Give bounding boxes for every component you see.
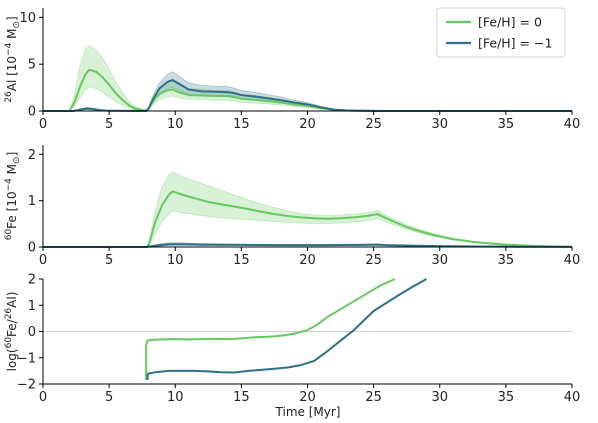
- y-tick-label: 1: [28, 299, 36, 314]
- x-tick-label: 30: [431, 390, 448, 405]
- x-tick-label: 25: [365, 390, 382, 405]
- x-tick-label: 0: [39, 117, 47, 132]
- x-tick-label: 0: [39, 253, 47, 268]
- x-tick-label: 5: [105, 253, 113, 268]
- x-tick-label: 25: [365, 117, 382, 132]
- x-tick-label: 20: [299, 117, 316, 132]
- x-tick-label: 30: [431, 253, 448, 268]
- y-tick-label: 0: [28, 105, 36, 120]
- line-subsolar: [43, 79, 572, 112]
- x-tick-label: 20: [299, 253, 316, 268]
- x-tick-label: 10: [167, 390, 184, 405]
- y-tick-label: −2: [17, 378, 36, 393]
- y-tick-label: 0: [28, 241, 36, 256]
- x-tick-label: 40: [564, 390, 581, 405]
- x-tick-label: 10: [167, 253, 184, 268]
- x-tick-label: 30: [431, 117, 448, 132]
- legend-label: [Fe/H] = −1: [478, 36, 552, 51]
- legend-label: [Fe/H] = 0: [478, 15, 542, 30]
- x-tick-label: 10: [167, 117, 184, 132]
- x-tick-label: 15: [233, 390, 250, 405]
- line-subsolar: [146, 278, 428, 381]
- x-tick-label: 35: [498, 390, 515, 405]
- y-tick-label: 0: [28, 325, 36, 340]
- x-tick-label: 20: [299, 390, 316, 405]
- x-tick-label: 0: [39, 390, 47, 405]
- y-axis-title: log(60Fe/26Al): [4, 292, 19, 372]
- x-tick-label: 35: [498, 117, 515, 132]
- line-solar: [145, 278, 396, 381]
- y-tick-label: 10: [19, 11, 36, 26]
- x-tick-label: 5: [105, 117, 113, 132]
- y-tick-label: 2: [28, 148, 36, 163]
- x-tick-label: 15: [233, 253, 250, 268]
- y-tick-label: 5: [28, 58, 36, 73]
- line-solar: [43, 68, 572, 112]
- legend: [Fe/H] = 0 [Fe/H] = −1: [436, 7, 566, 58]
- x-tick-label: 40: [564, 253, 581, 268]
- x-axis-title: Time [Myr]: [275, 405, 341, 419]
- y-tick-label: −1: [17, 351, 36, 366]
- line-solar: [43, 190, 573, 248]
- y-tick-label: 2: [28, 273, 36, 288]
- x-tick-label: 35: [498, 253, 515, 268]
- y-axis-title: 60Fe [10−4 M⊙]: [4, 152, 22, 241]
- x-tick-label: 5: [105, 390, 113, 405]
- band-solar: [43, 171, 573, 248]
- y-axis-title: 26Al [10−4 M⊙]: [4, 16, 22, 102]
- x-tick-label: 15: [233, 117, 250, 132]
- line-subsolar: [43, 243, 573, 248]
- x-tick-label: 25: [365, 253, 382, 268]
- legend-box: [436, 7, 566, 58]
- x-tick-label: 40: [564, 117, 581, 132]
- panel-top: 0 5 10 0 5 10 15 20 25 30 35 40 26Al [10−4 M⊙]: [4, 8, 580, 132]
- y-tick-label: 1: [28, 194, 36, 209]
